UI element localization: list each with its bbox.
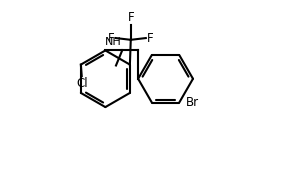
Text: Cl: Cl	[76, 77, 88, 90]
Text: F: F	[127, 11, 134, 24]
Text: F: F	[147, 32, 153, 45]
Text: NH: NH	[105, 37, 122, 47]
Text: Br: Br	[186, 96, 199, 109]
Text: F: F	[108, 32, 115, 45]
